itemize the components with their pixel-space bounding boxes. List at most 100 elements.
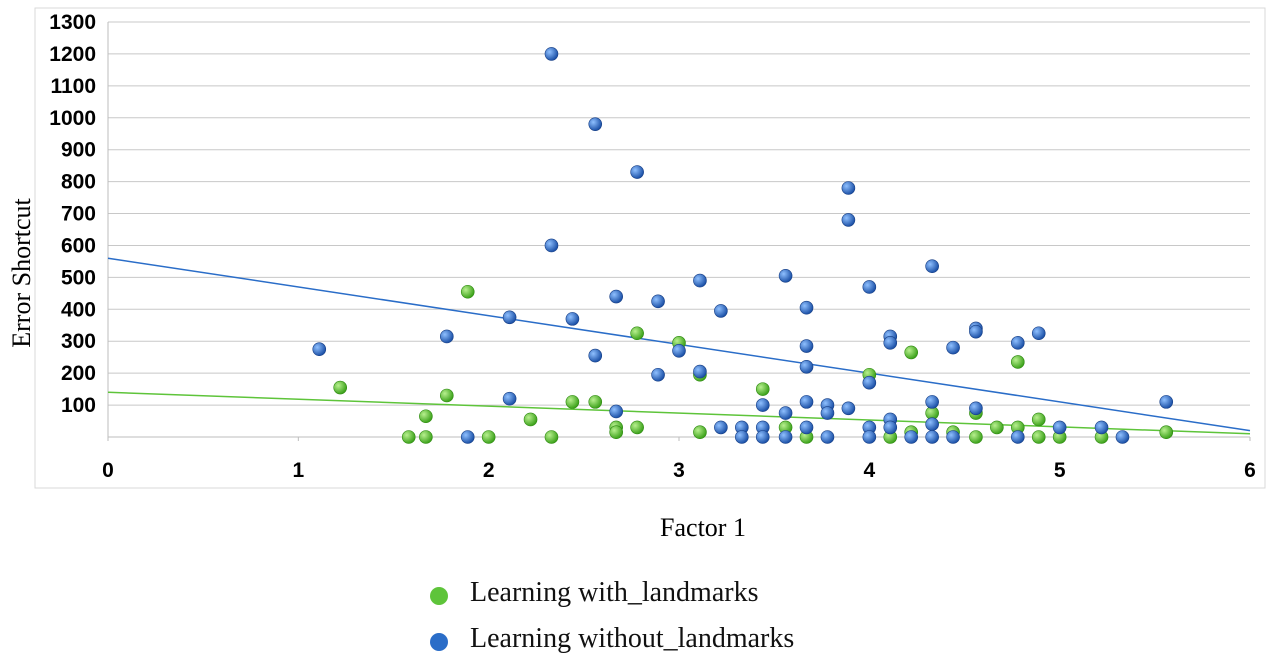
x-tick-label: 4 [863, 459, 875, 482]
data-point-series-0[interactable] [439, 388, 454, 403]
y-tick-label: 400 [61, 298, 96, 321]
data-point-series-1[interactable] [799, 300, 814, 315]
data-point-series-0[interactable] [333, 380, 348, 395]
data-point-series-1[interactable] [672, 344, 686, 358]
data-point-series-0[interactable] [588, 395, 603, 409]
data-point-series-1[interactable] [862, 430, 877, 444]
data-point-series-1[interactable] [651, 367, 665, 382]
data-point-series-1[interactable] [544, 47, 559, 61]
data-point-series-1[interactable] [799, 339, 814, 353]
data-point-series-1[interactable] [969, 324, 983, 339]
x-tick-label: 0 [102, 459, 114, 482]
data-point-series-0[interactable] [401, 430, 416, 444]
chart-frame [34, 7, 1266, 489]
data-points [312, 47, 1174, 444]
data-point-series-1[interactable] [630, 165, 644, 179]
data-point-series-0[interactable] [969, 430, 983, 444]
y-tick-label: 1300 [49, 11, 96, 34]
data-point-series-1[interactable] [735, 430, 749, 444]
data-point-series-1[interactable] [1094, 420, 1109, 435]
data-point-series-1[interactable] [714, 304, 728, 318]
data-point-series-1[interactable] [841, 401, 856, 416]
data-point-series-0[interactable] [481, 430, 496, 444]
data-point-series-1[interactable] [693, 273, 707, 288]
data-point-series-1[interactable] [609, 289, 623, 304]
data-point-series-1[interactable] [778, 406, 793, 420]
data-point-series-1[interactable] [862, 375, 877, 390]
data-point-series-0[interactable] [1010, 355, 1025, 369]
data-point-series-0[interactable] [630, 326, 644, 341]
data-point-series-0[interactable] [523, 412, 538, 427]
data-point-series-0[interactable] [419, 430, 433, 444]
data-point-series-1[interactable] [439, 329, 454, 344]
data-point-series-1[interactable] [862, 280, 877, 294]
data-point-series-1[interactable] [820, 406, 835, 420]
data-point-series-1[interactable] [1052, 420, 1067, 435]
y-tick-label: 100 [61, 394, 96, 417]
data-point-series-1[interactable] [755, 430, 770, 444]
data-point-series-1[interactable] [1159, 395, 1174, 409]
data-point-series-1[interactable] [820, 430, 835, 444]
data-point-series-1[interactable] [799, 395, 814, 409]
data-point-series-0[interactable] [1031, 430, 1046, 444]
y-tick-label: 1200 [49, 43, 96, 66]
data-point-series-1[interactable] [1115, 430, 1130, 444]
data-point-series-1[interactable] [502, 391, 517, 406]
data-point-series-1[interactable] [609, 404, 623, 419]
data-point-series-0[interactable] [419, 409, 433, 424]
legend-marker-blue [430, 633, 448, 651]
data-point-series-1[interactable] [883, 420, 898, 435]
data-point-series-0[interactable] [565, 395, 580, 409]
trendline-series-0 [107, 391, 1251, 435]
data-point-series-1[interactable] [778, 430, 793, 444]
data-point-series-1[interactable] [969, 401, 983, 416]
data-point-series-0[interactable] [1031, 412, 1046, 427]
data-point-series-1[interactable] [841, 181, 856, 195]
data-point-series-1[interactable] [925, 259, 939, 274]
y-tick-label: 700 [61, 203, 96, 226]
data-point-series-1[interactable] [1031, 326, 1046, 341]
data-point-series-1[interactable] [714, 420, 728, 435]
data-point-series-0[interactable] [990, 420, 1004, 435]
data-point-series-1[interactable] [1010, 336, 1025, 350]
x-tick-label: 3 [673, 459, 685, 482]
data-point-series-1[interactable] [312, 342, 327, 357]
data-point-series-1[interactable] [778, 268, 793, 283]
y-tick-label: 900 [61, 139, 96, 162]
data-point-series-1[interactable] [883, 336, 898, 350]
data-point-series-1[interactable] [544, 238, 559, 253]
y-tick-label: 1100 [50, 75, 96, 98]
data-point-series-1[interactable] [946, 340, 960, 355]
data-point-series-1[interactable] [755, 398, 770, 412]
data-point-series-0[interactable] [1159, 425, 1174, 440]
data-point-series-1[interactable] [502, 310, 517, 325]
data-point-series-1[interactable] [588, 117, 603, 131]
y-tick-label: 600 [61, 234, 96, 257]
data-point-series-1[interactable] [799, 420, 814, 435]
data-point-series-1[interactable] [904, 430, 919, 444]
data-point-series-1[interactable] [925, 395, 939, 409]
data-point-series-0[interactable] [693, 425, 707, 440]
data-point-series-1[interactable] [799, 359, 814, 374]
x-tick-label: 5 [1054, 459, 1066, 482]
data-point-series-1[interactable] [946, 430, 960, 444]
legend-item-without-landmarks[interactable]: Learning without_landmarks [430, 616, 794, 662]
data-point-series-0[interactable] [755, 382, 770, 396]
data-point-series-1[interactable] [565, 312, 580, 326]
data-point-series-0[interactable] [904, 345, 919, 360]
data-point-series-1[interactable] [460, 430, 475, 444]
data-point-series-0[interactable] [544, 430, 559, 444]
data-point-series-1[interactable] [588, 348, 603, 363]
data-point-series-1[interactable] [693, 364, 707, 379]
legend-item-with-landmarks[interactable]: Learning with_landmarks [430, 570, 794, 616]
x-tick-label: 1 [292, 459, 304, 482]
data-point-series-1[interactable] [1010, 430, 1025, 444]
data-point-series-0[interactable] [460, 284, 475, 299]
data-point-series-0[interactable] [609, 425, 623, 440]
data-point-series-1[interactable] [651, 294, 665, 309]
data-point-series-1[interactable] [925, 417, 939, 432]
data-point-series-1[interactable] [925, 430, 939, 444]
axes [107, 22, 1251, 441]
data-point-series-0[interactable] [630, 420, 644, 435]
data-point-series-1[interactable] [841, 213, 856, 227]
